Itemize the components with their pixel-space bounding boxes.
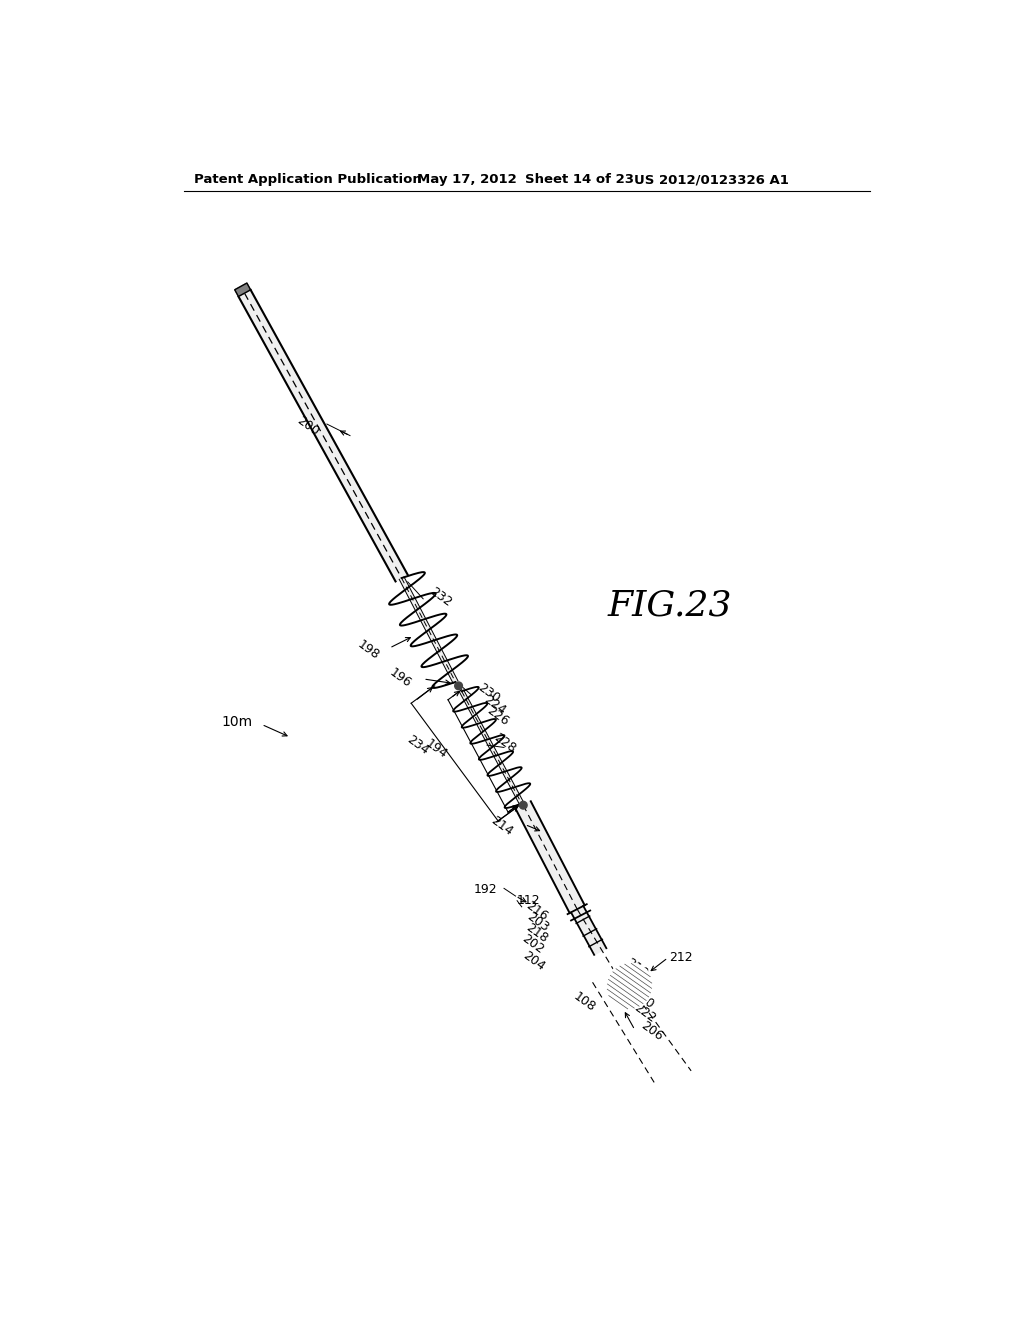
Text: 206: 206 [639, 1019, 666, 1044]
Text: 208: 208 [627, 972, 653, 997]
Text: 112: 112 [517, 894, 541, 907]
Polygon shape [399, 577, 458, 684]
Text: 222: 222 [631, 1001, 657, 1026]
Text: 214: 214 [488, 814, 515, 838]
Text: 230: 230 [475, 681, 503, 706]
Text: US 2012/0123326 A1: US 2012/0123326 A1 [634, 173, 790, 186]
Text: 192: 192 [473, 883, 497, 896]
Text: Sheet 14 of 23: Sheet 14 of 23 [524, 173, 634, 186]
Text: 234: 234 [404, 733, 431, 758]
Text: 203: 203 [524, 909, 552, 935]
Polygon shape [234, 282, 251, 297]
Text: 218: 218 [523, 921, 550, 945]
Text: 196: 196 [387, 667, 414, 690]
Text: Patent Application Publication: Patent Application Publication [194, 173, 422, 186]
Circle shape [455, 682, 463, 690]
Text: 202: 202 [519, 932, 546, 956]
Circle shape [606, 964, 652, 1010]
Text: 220: 220 [630, 987, 656, 1011]
Text: FIG.23: FIG.23 [608, 587, 732, 622]
Polygon shape [239, 290, 408, 581]
Polygon shape [516, 801, 585, 913]
Circle shape [519, 801, 527, 809]
Text: 216: 216 [523, 899, 550, 924]
Polygon shape [571, 906, 606, 954]
Polygon shape [460, 690, 523, 805]
Text: 198: 198 [354, 638, 382, 661]
Text: 204: 204 [520, 949, 548, 973]
Text: 210: 210 [624, 956, 650, 981]
Text: 194: 194 [423, 737, 450, 762]
Text: 10m: 10m [221, 715, 252, 729]
Text: 212: 212 [670, 952, 693, 964]
Text: 228: 228 [490, 731, 518, 756]
Text: 224: 224 [481, 693, 508, 717]
Text: 200: 200 [295, 414, 322, 438]
Text: 232: 232 [427, 585, 454, 610]
Text: 108: 108 [571, 990, 598, 1015]
Text: May 17, 2012: May 17, 2012 [417, 173, 517, 186]
Text: 226: 226 [484, 704, 512, 729]
